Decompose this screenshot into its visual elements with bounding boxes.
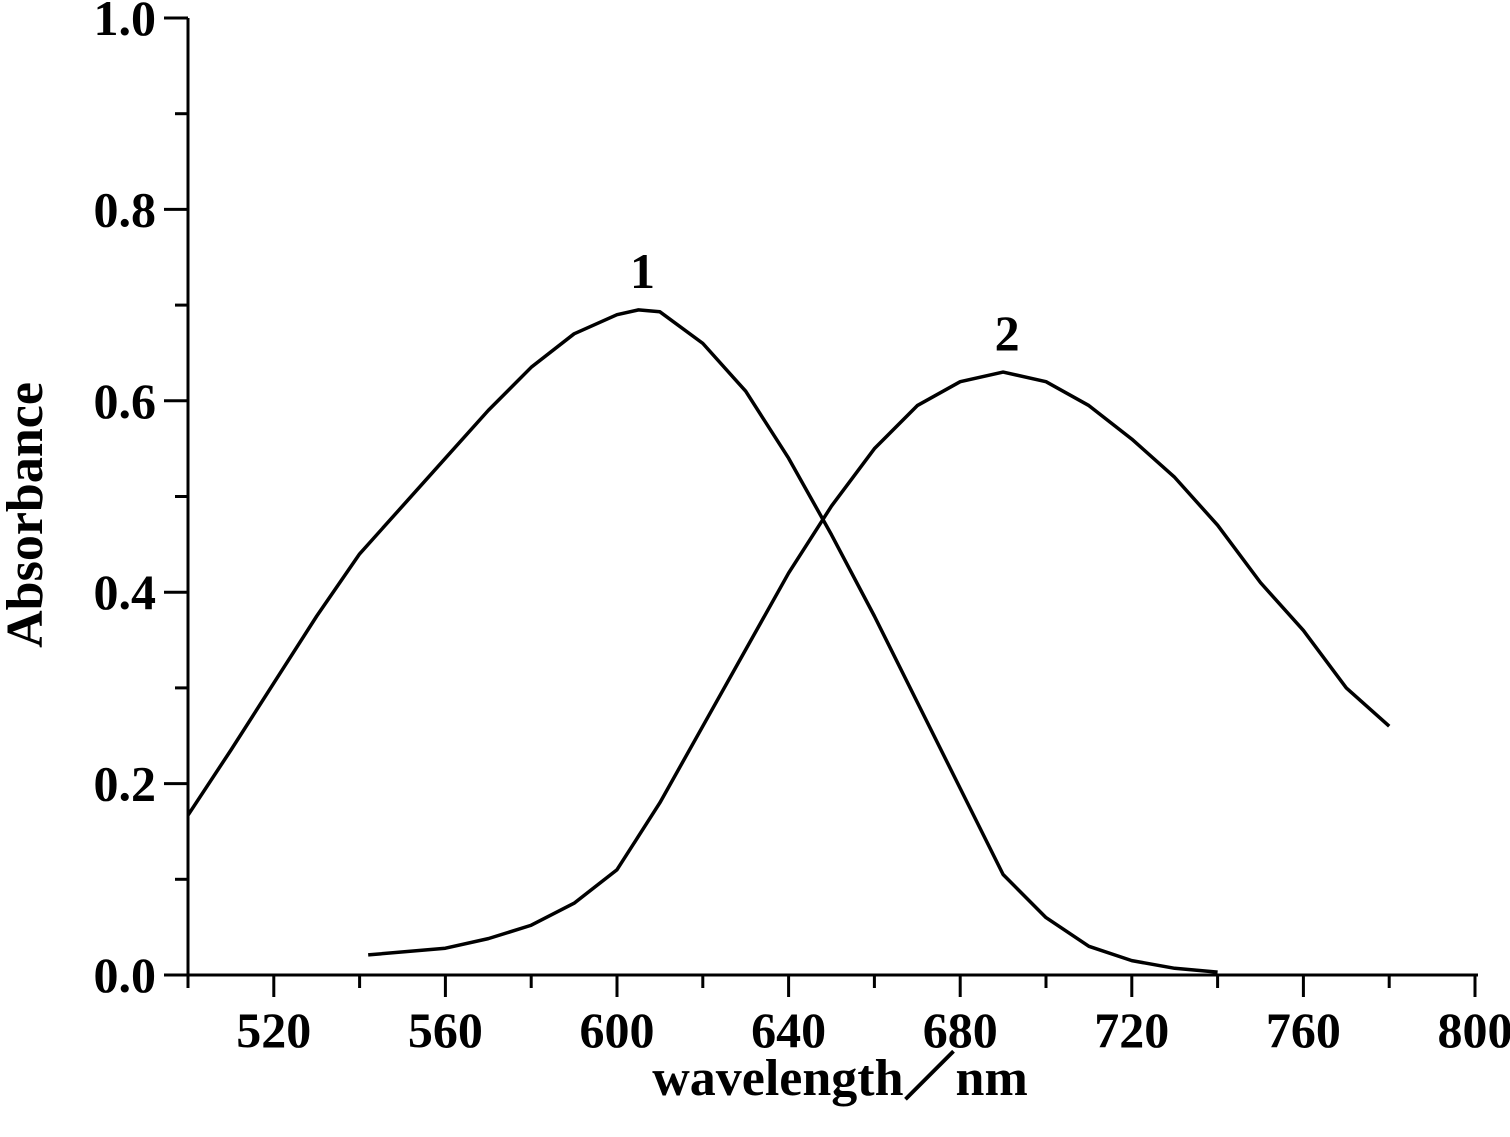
x-tick-label: 520 — [236, 1002, 311, 1058]
x-axis-title: wavelength／nm — [652, 1049, 1028, 1107]
y-tick-label: 1.0 — [94, 0, 157, 46]
x-tick-label: 600 — [580, 1002, 655, 1058]
y-tick-label: 0.0 — [94, 947, 157, 1003]
x-tick-label: 640 — [751, 1002, 826, 1058]
y-tick-label: 0.2 — [94, 756, 157, 812]
x-tick-label: 800 — [1438, 1002, 1510, 1058]
x-tick-label: 680 — [923, 1002, 998, 1058]
y-axis-title: Absorbance — [0, 382, 54, 648]
x-tick-label: 720 — [1094, 1002, 1169, 1058]
y-tick-label: 0.8 — [94, 181, 157, 237]
x-tick-label: 760 — [1266, 1002, 1341, 1058]
series-label: 1 — [630, 243, 655, 299]
y-tick-label: 0.4 — [94, 564, 157, 620]
x-tick-label: 560 — [408, 1002, 483, 1058]
y-tick-label: 0.6 — [94, 373, 157, 429]
series-line — [186, 308, 1218, 974]
series-line — [368, 370, 1391, 957]
series-label: 2 — [995, 305, 1020, 361]
